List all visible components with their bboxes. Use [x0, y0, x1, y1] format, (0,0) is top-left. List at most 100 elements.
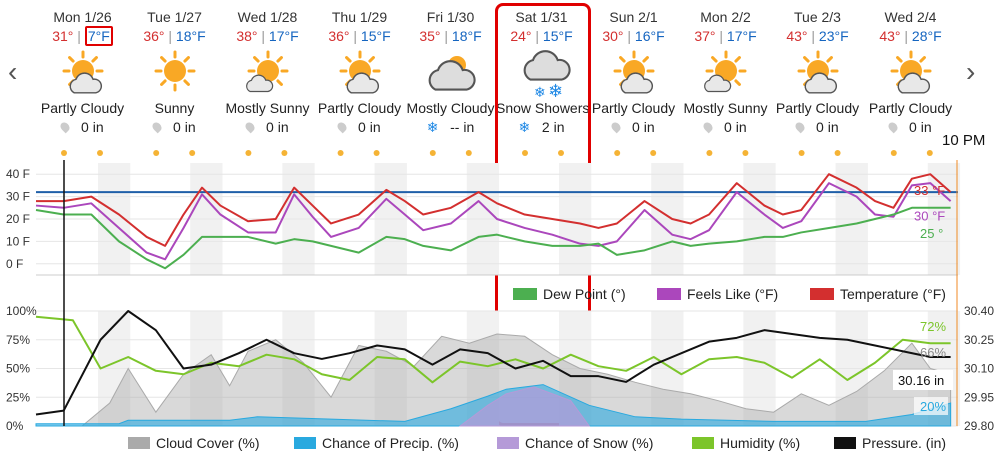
condition-label: Snow Showers [496, 100, 590, 116]
day-column[interactable]: Mon 1/26 31° | 7°F Partly Cloudy 0 in [37, 6, 128, 156]
partly-cloudy-icon [797, 50, 838, 94]
time-label: 10 PM [942, 132, 986, 149]
condition-label: Sunny [154, 100, 195, 116]
legend-swatch [497, 437, 519, 449]
high-temp: 31° [52, 28, 74, 44]
legend-swatch [657, 288, 681, 300]
low-temp: 16°F [634, 28, 665, 44]
cloud-icon [703, 74, 731, 93]
high-temp: 36° [143, 28, 165, 44]
y-right-tick-label: 30.40 [964, 304, 994, 318]
sunrise-marker [614, 150, 621, 156]
day-column[interactable]: Fri 1/30 35° | 18°F Mostly Cloudy ❄ -- in [405, 6, 496, 156]
legend-swatch [834, 437, 856, 449]
sunrise-marker [153, 150, 160, 156]
prev-arrow-icon[interactable]: ‹ [8, 56, 18, 87]
sunset-marker [558, 150, 564, 156]
low-temp: 7°F [87, 28, 110, 44]
legend-label: Humidity (%) [720, 435, 800, 451]
y-tick-label: 25% [6, 390, 30, 404]
sunrise-marker [798, 150, 805, 156]
day-temps: 24° | 15°F [510, 28, 573, 44]
sunset-marker [189, 150, 196, 156]
condition-label: Partly Cloudy [40, 100, 125, 116]
low-temp: 17°F [726, 28, 757, 44]
day-name: Tue 2/3 [794, 9, 841, 25]
day-temps: 43° | 23°F [786, 28, 849, 44]
pressure-end-label: 30.16 in [898, 373, 944, 388]
high-temp: 37° [694, 28, 716, 44]
legend-swatch [692, 437, 714, 449]
sunrise-marker [61, 150, 67, 156]
legend-label: Chance of Precip. (%) [322, 435, 459, 451]
day-column[interactable]: Wed 2/4 43° | 28°F Partly Cloudy 0 in [865, 6, 956, 156]
next-arrow-icon[interactable]: › [966, 56, 976, 87]
temperature-end-label: 33 °F [914, 183, 945, 198]
sunrise-marker [522, 150, 528, 156]
condition-label: Partly Cloudy [775, 100, 860, 116]
cloud-icon [69, 72, 102, 94]
day-temps: 36° | 15°F [328, 28, 391, 44]
day-column[interactable]: Wed 1/28 38° | 17°F Mostly Sunny 0 in [222, 6, 313, 156]
low-temp: 17°F [268, 28, 299, 44]
cloud-icon [804, 72, 837, 94]
high-temp: 38° [236, 28, 258, 44]
day-temps: 37° | 17°F [694, 28, 757, 44]
sun-icon [154, 50, 195, 92]
low-temp: 28°F [911, 28, 942, 44]
day-temps: 38° | 17°F [236, 28, 299, 44]
mostly-sunny-icon [703, 50, 746, 93]
sunrise-marker [890, 150, 897, 156]
sunrise-marker [706, 150, 713, 156]
high-temp: 36° [328, 28, 350, 44]
low-temp: 15°F [360, 28, 391, 44]
precip-amount: 0 in [222, 117, 313, 137]
y-tick-label: 0% [6, 419, 24, 433]
forecast-strip: ‹ › Mon 1/26 31° | 7°F Partly Cloudy 0 in T… [0, 0, 1000, 426]
series-cloud-cover-area [36, 333, 952, 427]
low-temp: 15°F [542, 28, 573, 44]
series-humidity-line [35, 315, 951, 384]
cloud-icon [897, 72, 930, 94]
legend-label: Chance of Snow (%) [525, 435, 653, 451]
partly-cloudy-icon [62, 50, 103, 94]
sunny-icon [154, 50, 195, 92]
day-column[interactable]: Sun 2/1 30° | 16°F Partly Cloudy 0 in [588, 6, 679, 156]
day-name: Wed 2/4 [884, 9, 937, 25]
legend-label: Feels Like (°F) [687, 286, 778, 302]
day-column[interactable]: Tue 1/27 36° | 18°F Sunny 0 in [129, 6, 220, 156]
snow-showers-icon: ❄ ❄ [523, 50, 571, 99]
cloud-icon [620, 72, 653, 94]
legend-swatch [128, 437, 150, 449]
humidity-end-label: 72% [920, 319, 946, 334]
mostly-cloudy-icon [428, 56, 476, 91]
partly-cloudy-icon [890, 50, 931, 94]
y-tick-label: 50% [6, 362, 30, 376]
svg-text:❄: ❄ [534, 85, 546, 99]
low-temp: 18°F [451, 28, 482, 44]
cloud-icon [346, 72, 379, 94]
day-column[interactable]: Thu 1/29 36° | 15°F Partly Cloudy 0 in [314, 6, 405, 156]
precip-label-bg [914, 397, 948, 415]
condition-label: Mostly Cloudy [406, 100, 495, 116]
sunset-marker [281, 150, 288, 156]
legend-swatch [294, 437, 316, 449]
snowflake-icon: ❄ [426, 119, 439, 135]
sunset-marker [650, 150, 657, 156]
day-temps: 30° | 16°F [602, 28, 665, 44]
day-name: Sat 1/31 [515, 9, 568, 25]
legend-label: Cloud Cover (%) [156, 435, 259, 451]
high-temp: 30° [602, 28, 624, 44]
sunrise-marker [429, 150, 436, 156]
day-column[interactable]: Mon 2/2 37° | 17°F Mostly Sunny 0 in [680, 6, 771, 156]
snowflake-icon: ❄ [518, 119, 531, 135]
day-column[interactable]: Tue 2/3 43° | 23°F Partly Cloudy 0 in [772, 6, 863, 156]
series-dew_point-line [35, 206, 951, 270]
sunset-marker [97, 150, 103, 156]
low-temp: 23°F [818, 28, 849, 44]
y-tick-label: 0 F [6, 257, 23, 271]
day-column[interactable]: Sat 1/31 24° | 15°F ❄ ❄ Snow Showers ❄ 2 in [496, 6, 590, 156]
y-right-tick-label: 30.25 [964, 333, 994, 347]
series-snow-area [458, 386, 591, 427]
day-name: Mon 2/2 [700, 9, 751, 25]
